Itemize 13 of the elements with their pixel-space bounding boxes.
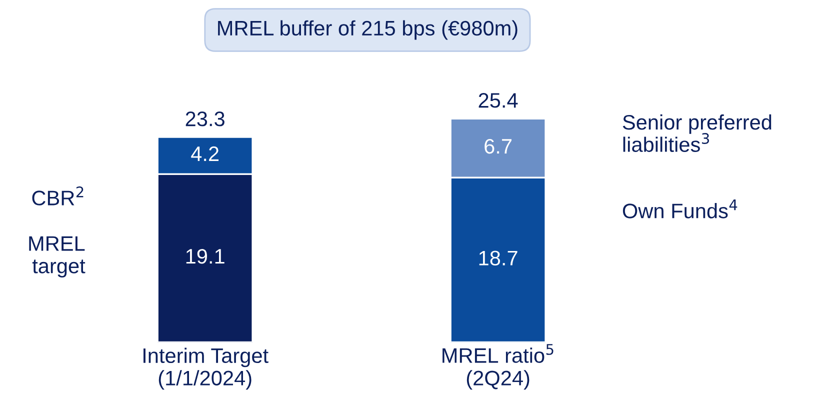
- data-label: 6.7: [484, 138, 512, 154]
- category-label: MREL ratio$^{5}$ (2Q24): [442, 344, 554, 390]
- annotation: Senior preferred liabilities$^{3}$: [622, 114, 772, 152]
- x-tick-label: Interim Target (1/1/2024): [144, 348, 268, 390]
- total-label: 25.4: [478, 93, 518, 108]
- data-label: 4.2: [191, 146, 219, 161]
- data-label: 18.7: [479, 250, 518, 266]
- annotation: CBR$^{2}$: [32, 186, 84, 206]
- data-label: 19.1: [186, 248, 224, 264]
- chart-title: MREL buffer of 215 bps (€980m): [218, 20, 518, 40]
- annotation: Own Funds$^{4}$: [622, 200, 738, 218]
- total-label: 23.3: [186, 112, 224, 126]
- annotation: MREL target: [29, 236, 86, 278]
